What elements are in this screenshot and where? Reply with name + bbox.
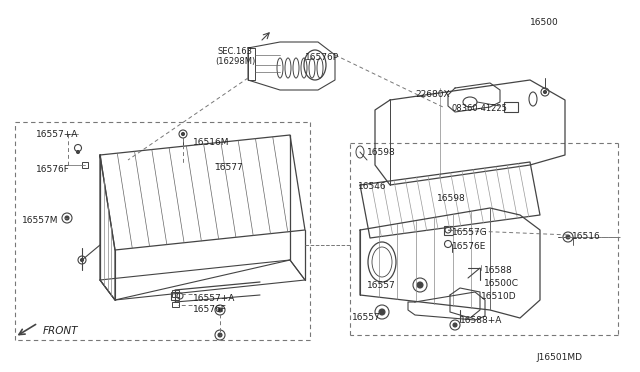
Text: 16598: 16598	[437, 194, 466, 203]
Bar	[444, 226, 453, 235]
Bar	[172, 302, 179, 307]
Text: 16546: 16546	[358, 182, 387, 191]
Text: 16576F: 16576F	[193, 305, 227, 314]
Text: 16516M: 16516M	[193, 138, 230, 147]
Text: 16588: 16588	[484, 266, 513, 275]
Text: 16598: 16598	[367, 148, 396, 157]
Text: 08360-41225: 08360-41225	[451, 104, 507, 113]
Text: SEC.163: SEC.163	[218, 47, 253, 56]
Circle shape	[81, 259, 83, 262]
Text: 16557M: 16557M	[22, 216, 58, 225]
Text: (16298M): (16298M)	[215, 57, 255, 66]
Text: 16500: 16500	[530, 18, 559, 27]
Circle shape	[182, 132, 184, 135]
Text: 16510D: 16510D	[481, 292, 516, 301]
Circle shape	[566, 235, 570, 239]
Bar	[171, 292, 179, 300]
Text: 16576E: 16576E	[452, 242, 486, 251]
Bar	[82, 162, 88, 168]
Text: 16557+A: 16557+A	[193, 294, 236, 303]
Circle shape	[379, 309, 385, 315]
Bar	[172, 290, 179, 297]
Circle shape	[218, 333, 222, 337]
Text: 16577: 16577	[215, 163, 244, 172]
Text: 16516: 16516	[572, 232, 601, 241]
Text: J16501MD: J16501MD	[536, 353, 582, 362]
Circle shape	[77, 151, 79, 154]
Text: 16500C: 16500C	[484, 279, 519, 288]
Text: 16576P: 16576P	[305, 53, 339, 62]
Text: 22680X: 22680X	[415, 90, 450, 99]
Circle shape	[543, 90, 547, 93]
Text: 16588+A: 16588+A	[460, 316, 502, 325]
Text: FRONT: FRONT	[43, 326, 79, 336]
Text: 16557G: 16557G	[452, 228, 488, 237]
Text: 16557+A: 16557+A	[36, 130, 78, 139]
Bar	[504, 102, 518, 112]
Circle shape	[218, 308, 222, 312]
Circle shape	[453, 323, 457, 327]
Circle shape	[417, 282, 423, 288]
Text: 16557: 16557	[367, 281, 396, 290]
Text: 16557: 16557	[352, 313, 381, 322]
Circle shape	[65, 216, 69, 220]
Text: 16576F: 16576F	[36, 165, 70, 174]
